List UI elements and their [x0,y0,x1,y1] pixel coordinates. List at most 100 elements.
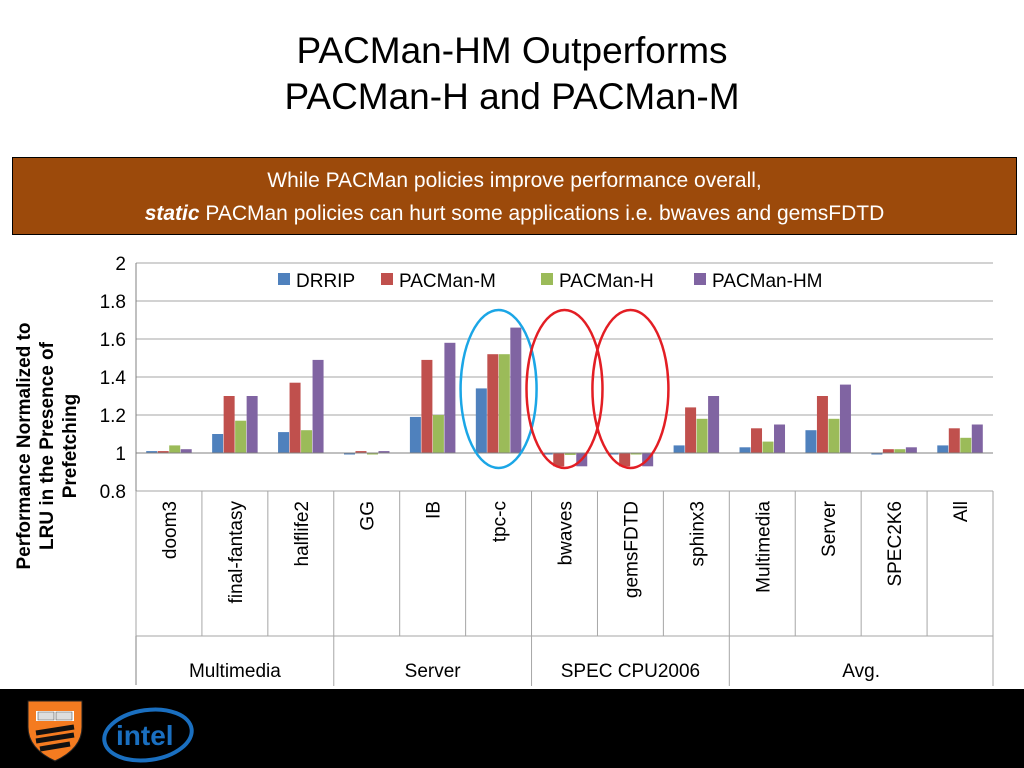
group-label: Multimedia [189,661,281,682]
x-tick-label: GG [358,501,379,531]
bar-pacman-h [762,441,774,453]
x-tick-label: halflife2 [292,501,313,567]
legend-swatch-drrip [278,273,290,285]
bar-pacman-m [948,428,960,453]
bar-pacman-h [169,445,181,453]
y-tick-label: 0.8 [100,482,126,503]
banner-line-1: While PACMan policies improve performanc… [267,169,762,192]
bar-pacman-hm [444,342,456,453]
bar-drrip [937,445,949,453]
bar-pacman-m [289,382,301,453]
bar-pacman-hm [180,449,192,453]
bar-drrip [805,430,817,453]
y-axis-label-line: Prefetching [60,394,81,499]
x-tick-label: final-fantasy [226,501,247,604]
bar-pacman-m [816,396,828,453]
group-label: Avg. [842,661,880,682]
legend-label: PACMan-M [399,271,496,292]
y-tick-label: 1.8 [100,292,126,313]
y-tick-label: 2 [115,254,126,275]
legend-label: PACMan-H [559,271,654,292]
legend-swatch-pacman-m [381,273,393,285]
bar-pacman-h [366,453,378,455]
x-tick-label: sphinx3 [687,501,708,567]
bar-pacman-hm [312,359,324,453]
bar-pacman-m [421,359,433,453]
legend-label: PACMan-HM [712,271,823,292]
bar-pacman-hm [774,424,786,453]
banner-line-2-rest: PACMan policies can hurt some applicatio… [199,202,885,225]
legend-swatch-pacman-hm [694,273,706,285]
banner-line-2: static PACMan policies can hurt some app… [13,197,1016,230]
bar-pacman-m [223,396,235,453]
y-tick-label: 1.4 [100,368,127,389]
bar-drrip [871,453,883,455]
y-tick-label: 1.2 [100,406,126,427]
bar-drrip [212,434,224,453]
bar-pacman-m [553,453,565,467]
x-tick-label: Multimedia [753,501,774,593]
bar-pacman-h [564,453,576,455]
princeton-shield-logo [27,700,83,762]
bar-drrip [409,416,421,453]
group-label: SPEC CPU2006 [561,661,700,682]
x-tick-label: SPEC2K6 [885,501,906,587]
bar-pacman-h [498,354,510,453]
slide-title: PACMan-HM Outperforms PACMan-H and PACMa… [0,28,1024,120]
x-tick-label: bwaves [556,501,577,565]
bar-pacman-hm [708,396,720,453]
y-axis-label-line: LRU in the Presence of [37,341,58,550]
highlight-ellipse [591,308,670,470]
bar-pacman-hm [510,327,522,453]
banner-emphasis: static [144,202,200,225]
highlight-ellipse [525,308,604,470]
bar-drrip [541,453,553,455]
bar-pacman-h [432,415,444,453]
legend-label: DRRIP [296,271,355,292]
bar-drrip [739,447,751,453]
x-tick-label: IB [424,501,445,519]
bar-pacman-m [355,451,367,453]
intel-logo: intel [102,707,194,763]
bar-pacman-m [487,354,499,453]
bar-pacman-m [751,428,763,453]
bar-pacman-h [630,453,642,455]
bar-drrip [673,445,685,453]
y-tick-label: 1.6 [100,330,126,351]
bar-pacman-h [894,449,906,453]
bar-drrip [475,388,487,453]
bar-drrip [343,453,355,455]
bar-pacman-hm [905,447,917,453]
title-line-1: PACMan-HM Outperforms [296,30,728,71]
x-tick-label: All [951,501,972,522]
bar-pacman-hm [378,451,390,453]
x-tick-label: tpc-c [490,501,511,542]
info-banner: While PACMan policies improve performanc… [12,157,1017,235]
bar-pacman-hm [839,384,851,453]
highlight-ellipse [459,308,538,470]
legend-swatch-pacman-h [541,273,553,285]
y-axis-label-line: Performance Normalized to [14,322,35,569]
bar-pacman-m [685,407,697,453]
bar-pacman-m [619,453,631,467]
bar-pacman-h [828,418,840,453]
intel-logo-text: intel [116,720,174,751]
x-tick-label: gemsFDTD [621,501,642,598]
bar-pacman-hm [971,424,983,453]
bar-pacman-h [960,437,972,453]
bar-pacman-hm [246,396,258,453]
y-tick-label: 1 [115,444,126,465]
title-line-2: PACMan-H and PACMan-M [284,76,740,117]
bar-chart: 0.8 1 1.2 1.4 1.6 1.8 2 Performance Normalized … [14,254,994,686]
bar-pacman-m [882,449,894,453]
bar-pacman-m [157,451,169,453]
bar-drrip [146,451,158,453]
x-tick-label: doom3 [160,501,181,559]
x-tick-label: Server [819,500,840,557]
bar-drrip [278,432,290,453]
bar-pacman-h [696,418,708,453]
bar-drrip [607,453,619,455]
group-label: Server [405,661,462,682]
y-axis-label: Performance Normalized to LRU in the Pres… [14,322,81,569]
bar-pacman-h [301,430,313,453]
